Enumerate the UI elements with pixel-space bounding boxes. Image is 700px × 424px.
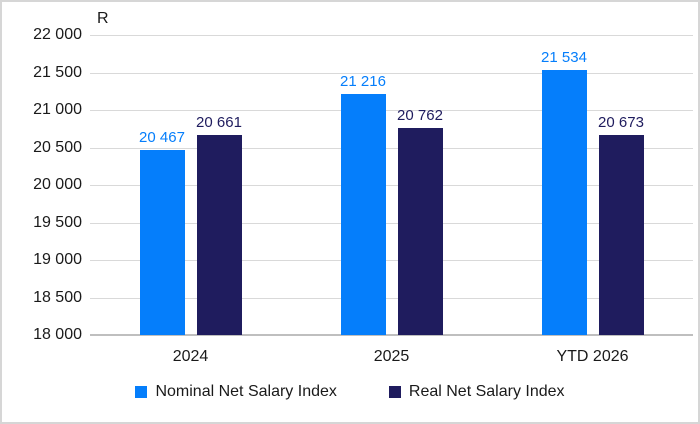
bar-value-label: 20 661 [196, 114, 242, 132]
y-axis-tick-label: 20 000 [33, 176, 82, 193]
y-axis-tick-label: 22 000 [33, 26, 82, 43]
gridline [90, 297, 693, 299]
bar-real-net-salary-index [397, 127, 443, 335]
bar-value-label: 20 673 [598, 113, 644, 131]
y-axis-tick-label: 18 500 [33, 288, 82, 306]
bar-value-label: 20 467 [139, 128, 185, 146]
legend-item-real: Real Net Salary Index [388, 383, 565, 401]
y-axis-tick-label: 21 500 [33, 63, 82, 81]
y-axis-tick-label: 19 500 [33, 213, 82, 231]
bar-real-net-salary-index [196, 135, 242, 335]
gridline [90, 260, 693, 261]
bar-nominal-net-salary-index [541, 69, 587, 335]
y-axis-tick-label: 21 000 [33, 101, 82, 118]
y-axis-tick-label: 18 000 [33, 326, 82, 343]
x-axis-label: 2025 [373, 348, 410, 365]
legend-swatch-real-icon [388, 386, 401, 398]
gridline [90, 185, 693, 186]
x-axis-label: YTD 2026 [556, 348, 629, 365]
bar-value-label: 21 216 [340, 72, 386, 90]
gridline [90, 72, 693, 74]
legend-label-real: Real Net Salary Index [408, 383, 565, 400]
legend-item-nominal: Nominal Net Salary Index [135, 383, 337, 401]
x-axis-label: 2024 [172, 348, 209, 365]
x-axis-line [90, 334, 693, 336]
gridline [90, 110, 693, 111]
legend-swatch-nominal-icon [135, 386, 148, 398]
y-axis-title: R [94, 10, 112, 28]
y-axis-tick-label: 20 500 [33, 138, 82, 156]
bar-value-label: 21 534 [541, 48, 587, 66]
legend-label-nominal: Nominal Net Salary Index [155, 383, 337, 400]
bar-nominal-net-salary-index [340, 93, 386, 335]
y-axis-tick-label: 19 000 [33, 251, 82, 268]
bar-nominal-net-salary-index [139, 149, 185, 335]
bar-value-label: 20 762 [397, 106, 443, 124]
bar-real-net-salary-index [598, 134, 644, 335]
gridline [90, 222, 693, 224]
chart-legend: Nominal Net Salary Index Real Net Salary… [2, 383, 698, 401]
gridline [90, 35, 693, 36]
gridline [90, 147, 693, 149]
